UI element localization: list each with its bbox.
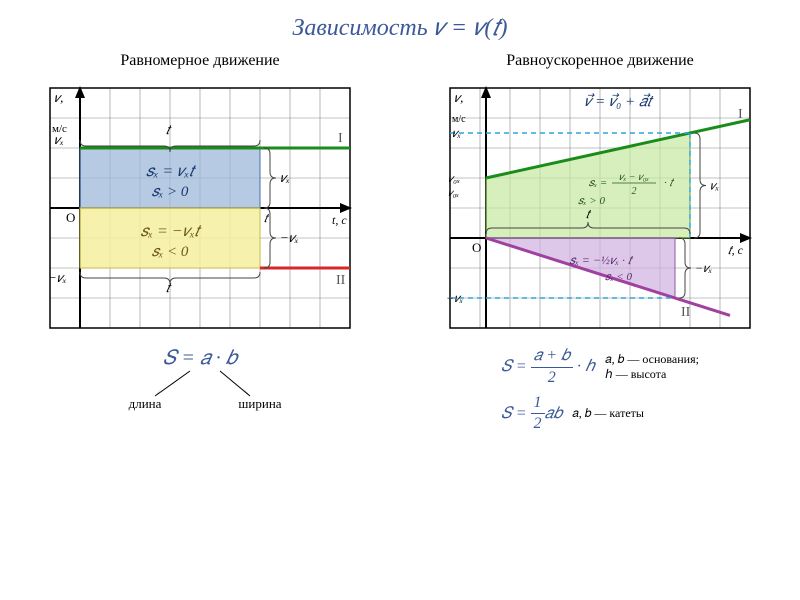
left-below: 𝑆 = 𝑎 · 𝑏 длина ширина xyxy=(100,346,300,416)
svg-text:𝑡, с: 𝑡, с xyxy=(728,243,744,257)
svg-text:II: II xyxy=(336,273,346,288)
svg-text:𝑣⃗ = 𝑣⃗₀ + 𝑎⃗𝑡: 𝑣⃗ = 𝑣⃗₀ + 𝑎⃗𝑡 xyxy=(584,92,654,110)
svg-text:𝑠ₓ = −𝑣ₓ𝑡: 𝑠ₓ = −𝑣ₓ𝑡 xyxy=(141,223,202,240)
svg-text:𝑠ₓ = −½𝑣ₓ · 𝑡: 𝑠ₓ = −½𝑣ₓ · 𝑡 xyxy=(569,253,634,267)
svg-text:𝑣ₓ: 𝑣ₓ xyxy=(54,132,64,147)
tri-area-formula: 𝑆 = 12𝑎𝑏 xyxy=(501,393,562,436)
rect-area-formula: 𝑆 = 𝑎 · 𝑏 xyxy=(163,347,240,369)
svg-text:−𝑣ₓ: −𝑣ₓ xyxy=(446,291,463,305)
svg-text:−𝑣ₓ: −𝑣ₓ xyxy=(695,261,712,275)
svg-text:𝑣ₓ: 𝑣ₓ xyxy=(710,179,719,193)
left-panel-title: Равномерное движение xyxy=(120,52,279,70)
svg-text:𝑡: 𝑡 xyxy=(264,211,270,225)
svg-text:2: 2 xyxy=(632,186,637,197)
svg-text:𝑠ₓ > 0: 𝑠ₓ > 0 xyxy=(578,195,605,207)
svg-text:𝑠ₓ < 0: 𝑠ₓ < 0 xyxy=(152,244,189,260)
main-title: Зависимость 𝑣 = 𝑣(𝑡) xyxy=(10,15,790,42)
tri-note: 𝑎, 𝑏 — катеты xyxy=(572,406,644,422)
svg-text:𝑠ₓ = 𝑣ₓ𝑡: 𝑠ₓ = 𝑣ₓ𝑡 xyxy=(146,163,196,180)
right-panel-title: Равноускоренное движение xyxy=(506,52,694,70)
svg-text:𝑣₀ₓ: 𝑣₀ₓ xyxy=(448,188,459,199)
panels-row: Равномерное движение 𝑠ₓ = 𝑣ₓ𝑡𝑠ₓ > 0𝑠ₓ = … xyxy=(10,52,790,435)
svg-text:𝑠ₓ < 0: 𝑠ₓ < 0 xyxy=(605,271,632,283)
svg-text:𝑣ₓ: 𝑣ₓ xyxy=(452,126,461,140)
svg-text:О: О xyxy=(66,210,75,225)
trap-note: 𝑎, 𝑏 — основания;ℎ — высота xyxy=(605,352,699,383)
left-panel: Равномерное движение 𝑠ₓ = 𝑣ₓ𝑡 𝑠ₓ > 0 𝑠ₓ = … xyxy=(40,52,360,435)
svg-text:I: I xyxy=(738,107,743,122)
svg-text:𝑡: 𝑡 xyxy=(166,122,172,137)
right-below: 𝑆 = 𝑎 + 𝑏2 · ℎ 𝑎, 𝑏 — основания;ℎ — высо… xyxy=(501,346,699,435)
svg-text:𝑠ₓ =: 𝑠ₓ = xyxy=(589,177,608,189)
svg-text:𝑣₀ₓ: 𝑣₀ₓ xyxy=(448,173,460,185)
right-chart: III𝑣⃗ = 𝑣⃗₀ + 𝑎⃗𝑡𝑠ₓ =𝑣ₓ − 𝑣₀ₓ2· 𝑡𝑠ₓ > 0𝑠… xyxy=(440,78,760,338)
svg-text:−𝑣ₓ: −𝑣ₓ xyxy=(48,270,67,285)
svg-text:𝑣,: 𝑣, xyxy=(454,90,463,105)
left-formula-svg: 𝑆 = 𝑎 · 𝑏 длина ширина xyxy=(100,346,300,416)
svg-text:м/с: м/с xyxy=(452,114,466,125)
svg-text:𝑣ₓ − 𝑣₀ₓ: 𝑣ₓ − 𝑣₀ₓ xyxy=(619,172,649,183)
width-label: ширина xyxy=(238,396,281,411)
svg-text:II: II xyxy=(681,305,691,320)
svg-text:𝑣ₓ: 𝑣ₓ xyxy=(280,170,290,185)
trap-area-formula: 𝑆 = 𝑎 + 𝑏2 · ℎ xyxy=(501,346,595,389)
left-chart: 𝑠ₓ = 𝑣ₓ𝑡𝑠ₓ > 0𝑠ₓ = −𝑣ₓ𝑡𝑠ₓ < 0III𝑡𝑡𝑣ₓ−𝑣ₓ𝑣… xyxy=(40,78,360,338)
right-panel: Равноускоренное движение III𝑣⃗ = 𝑣⃗₀ + 𝑎… xyxy=(440,52,760,435)
svg-text:I: I xyxy=(338,131,343,146)
svg-text:−𝑣ₓ: −𝑣ₓ xyxy=(280,230,299,245)
svg-text:𝑡: 𝑡 xyxy=(166,280,172,295)
length-label: длина xyxy=(129,396,162,411)
svg-text:О: О xyxy=(472,240,481,255)
svg-text:t, с: t, с xyxy=(332,213,347,227)
svg-text:𝑠ₓ > 0: 𝑠ₓ > 0 xyxy=(152,184,189,200)
svg-text:𝑣,: 𝑣, xyxy=(54,90,63,105)
